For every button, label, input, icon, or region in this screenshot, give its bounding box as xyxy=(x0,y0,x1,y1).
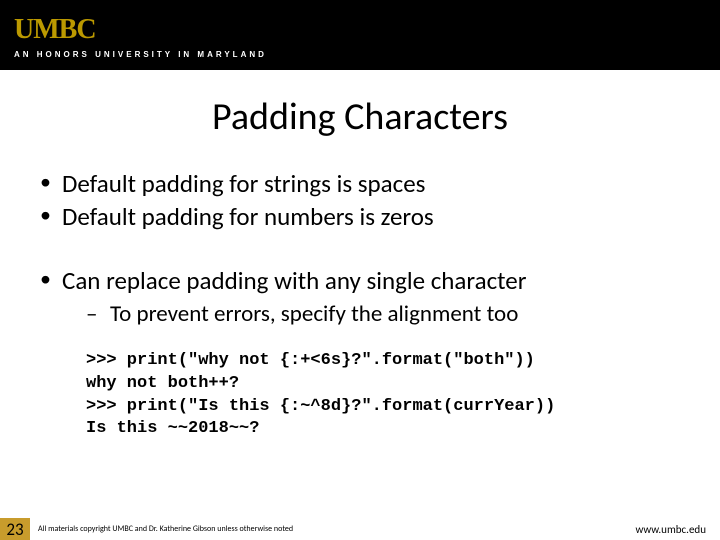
code-line: >>> print("why not {:+<6s}?".format("bot… xyxy=(86,351,535,370)
bullet-item: Default padding for strings is spaces xyxy=(38,168,682,199)
sub-bullet-list: To prevent errors, specify the alignment… xyxy=(62,300,682,330)
code-line: Is this ~~2018~~? xyxy=(86,419,259,438)
slide-content: Default padding for strings is spaces De… xyxy=(0,168,720,441)
bullet-list: Default padding for strings is spaces De… xyxy=(38,168,682,233)
code-line: why not both++? xyxy=(86,374,239,393)
bullet-item: Can replace padding with any single char… xyxy=(38,265,682,330)
page-number: 23 xyxy=(0,518,30,540)
bullet-item: Default padding for numbers is zeros xyxy=(38,201,682,232)
logo-text: UMBC xyxy=(14,16,706,44)
footer-url: www.umbc.edu xyxy=(635,523,706,536)
footer: 23 All materials copyright UMBC and Dr. … xyxy=(0,518,720,540)
slide-title: Padding Characters xyxy=(0,94,720,140)
code-block: >>> print("why not {:+<6s}?".format("bot… xyxy=(86,350,682,442)
copyright-text: All materials copyright UMBC and Dr. Kat… xyxy=(38,524,635,534)
bullet-list: Can replace padding with any single char… xyxy=(38,265,682,330)
code-line: >>> print("Is this {:~^8d}?".format(curr… xyxy=(86,397,555,416)
bullet-text: Can replace padding with any single char… xyxy=(62,265,526,296)
header-bar: UMBC AN HONORS UNIVERSITY IN MARYLAND xyxy=(0,0,720,70)
sub-bullet-item: To prevent errors, specify the alignment… xyxy=(82,300,682,330)
tagline-text: AN HONORS UNIVERSITY IN MARYLAND xyxy=(14,50,706,59)
